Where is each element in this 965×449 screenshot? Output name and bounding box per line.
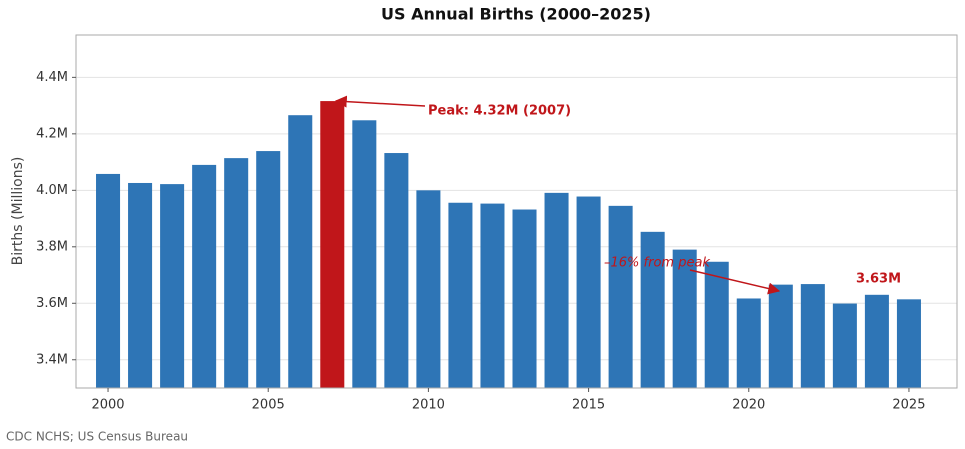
bar [192,164,217,388]
x-tick-label: 2010 [412,398,445,413]
bar [288,115,313,388]
bar [608,205,633,388]
bar [768,284,793,388]
decline-arrow [689,269,781,295]
source: CDC NCHS; US Census Bureau [6,430,188,444]
bar [160,184,185,388]
y-tick-label: 4.0M [36,183,68,198]
bar [576,196,601,388]
bar [256,151,281,388]
bar [832,303,857,388]
bars [96,101,921,389]
chart-title: US Annual Births (2000–2025) [381,5,651,24]
x-tick-label: 2005 [252,398,285,413]
bar [128,182,153,388]
bar [224,158,249,388]
decline-annotation: –16% from peak [604,256,710,271]
bar [96,173,121,388]
bar [416,190,441,388]
bar [640,231,665,388]
x-tick-label: 2025 [892,398,925,413]
bar [800,284,825,388]
bar [448,202,473,388]
bar [384,153,409,388]
bar [704,261,729,388]
bar [320,101,345,388]
y-axis-label: Births (Millions) [10,157,26,266]
x-tick-label: 2000 [91,398,124,413]
bar [864,294,889,388]
plot-frame [75,34,958,389]
bar [352,120,377,389]
bar [896,299,921,388]
bar [480,203,505,388]
bar [544,192,569,388]
bar [672,249,697,388]
y-tick-label: 4.2M [36,126,68,141]
x-tick-label: 2020 [732,398,765,413]
x-tick-label: 2015 [572,398,605,413]
bar [512,209,537,388]
y-tick-label: 4.4M [36,70,68,85]
y-tick-label: 3.4M [36,352,68,367]
y-tick-label: 3.6M [36,296,68,311]
bar [736,298,761,388]
peak-arrow [334,95,426,108]
peak-annotation: Peak: 4.32M (2007) [428,104,571,119]
latest-annotation: 3.63M [856,272,901,287]
y-tick-label: 3.8M [36,239,68,254]
